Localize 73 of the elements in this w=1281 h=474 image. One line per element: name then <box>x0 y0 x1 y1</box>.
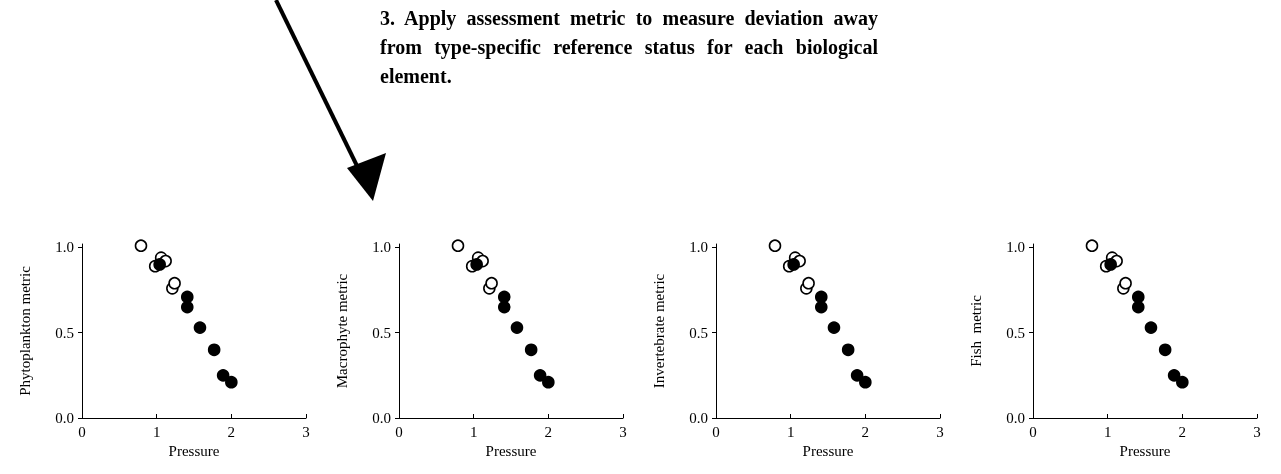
point <box>134 239 148 252</box>
x-tick-label: 1 <box>152 423 161 440</box>
point <box>542 375 555 389</box>
x-tick-label: 2 <box>861 423 870 440</box>
point <box>802 276 815 290</box>
x-tick-label: 0 <box>712 423 720 440</box>
y-axis-title: Macrophyte metric <box>333 273 350 389</box>
y-axis-title: Fish metric <box>967 294 984 367</box>
text: 3. Apply assessment metric to measure deviation away from type-specific reference status for each biological element. <box>380 6 878 89</box>
point <box>180 290 194 304</box>
y-tick-label: 1.0 <box>1006 239 1025 256</box>
x-axis-title: Pressure <box>168 443 220 460</box>
x-tick-label: 2 <box>227 423 236 440</box>
y-axis-title: Phytoplankton metric <box>16 265 33 396</box>
x-tick-label: 3 <box>936 423 944 440</box>
y-axis-title: Invertebrate metric <box>650 273 667 389</box>
point <box>787 258 800 271</box>
point <box>207 343 221 357</box>
point <box>451 239 465 252</box>
y-tick-label: 0.5 <box>1006 324 1025 341</box>
x-tick-label: 0 <box>78 423 86 440</box>
y-tick-label: 0.5 <box>55 324 74 341</box>
point <box>168 276 181 290</box>
x-axis-title: Pressure <box>802 443 854 460</box>
point <box>533 369 547 382</box>
x-axis-title: Pressure <box>485 443 537 460</box>
point <box>1176 375 1189 389</box>
x-axis-title: Pressure <box>1119 443 1171 460</box>
point <box>841 343 855 357</box>
point <box>814 300 828 314</box>
y-tick-label: 1.0 <box>689 239 708 256</box>
x-tick-label: 2 <box>544 423 553 440</box>
point <box>485 276 498 290</box>
y-tick-label: 0.0 <box>372 410 391 426</box>
x-tick-label: 3 <box>302 423 310 440</box>
point <box>859 375 872 389</box>
point <box>497 290 511 304</box>
y-tick-label: 0.0 <box>55 410 74 426</box>
point <box>193 321 207 334</box>
point <box>1085 239 1099 252</box>
point <box>850 369 864 382</box>
point <box>768 239 782 252</box>
x-tick-label: 2 <box>1178 423 1187 440</box>
x-tick-label: 3 <box>1253 423 1261 440</box>
point <box>1144 321 1158 334</box>
point <box>814 290 828 304</box>
x-tick-label: 1 <box>469 423 478 440</box>
y-tick-label: 1.0 <box>55 239 74 256</box>
point <box>1104 258 1117 271</box>
point <box>1158 343 1172 357</box>
point <box>827 321 841 334</box>
point <box>1131 300 1145 314</box>
x-tick-label: 3 <box>619 423 627 440</box>
x-tick-label: 1 <box>786 423 795 440</box>
point <box>510 321 524 334</box>
point <box>497 300 511 314</box>
point <box>524 343 538 357</box>
y-tick-label: 1.0 <box>372 239 391 256</box>
point <box>1167 369 1181 382</box>
point <box>1131 290 1145 304</box>
point <box>216 369 230 382</box>
point <box>1119 276 1132 290</box>
x-tick-label: 1 <box>1103 423 1112 440</box>
point <box>180 300 194 314</box>
point <box>153 258 166 271</box>
x-tick-label: 0 <box>1029 423 1037 440</box>
y-tick-label: 0.0 <box>689 410 708 426</box>
point <box>470 258 483 271</box>
x-tick-label: 0 <box>395 423 403 440</box>
y-tick-label: 0.5 <box>372 324 391 341</box>
y-tick-label: 0.5 <box>689 324 708 341</box>
y-tick-label: 0.0 <box>1006 410 1025 426</box>
point <box>225 375 238 389</box>
